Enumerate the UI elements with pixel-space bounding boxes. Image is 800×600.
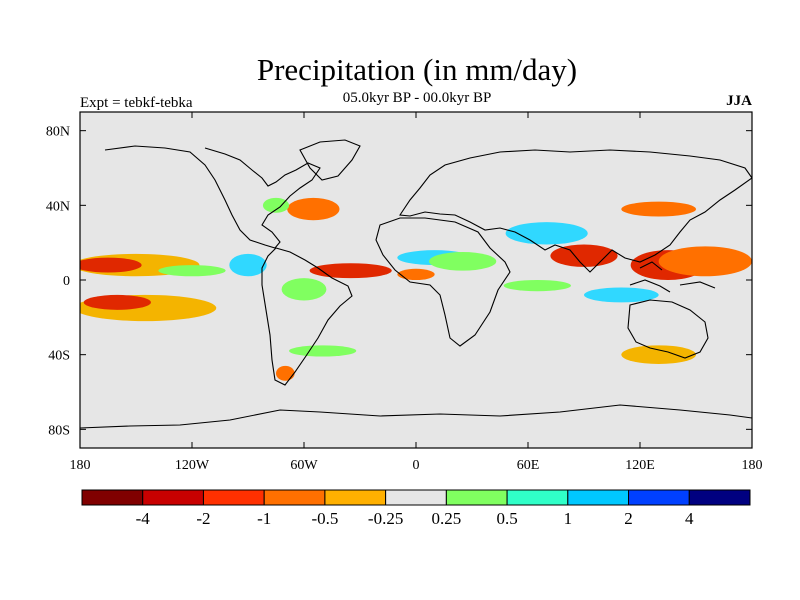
lat-tick-label: 40N — [46, 199, 70, 214]
coastline-layer — [80, 139, 752, 429]
colorbar-label: 0.5 — [496, 509, 517, 528]
maritime-islands-coast — [629, 261, 716, 293]
colorbar-label: -0.25 — [368, 509, 403, 528]
anomaly-region-patagonia-red — [276, 365, 295, 381]
colorbar-swatch — [445, 489, 508, 506]
lat-tick-label: 0 — [63, 274, 70, 289]
colorbar-swatch — [263, 489, 326, 506]
anomaly-region-west-africa-orange — [397, 268, 435, 280]
season-label: JJA — [726, 93, 752, 109]
australia-coast — [627, 299, 709, 359]
anomaly-layer — [80, 197, 752, 381]
lon-tick-label: 180 — [742, 458, 763, 473]
anomaly-region-south-indian-orange — [621, 345, 697, 364]
colorbar-label: -2 — [196, 509, 210, 528]
colorbar-swatch — [142, 489, 204, 506]
lon-tick-label: 120E — [625, 458, 655, 473]
colorbar-swatch — [567, 489, 630, 506]
plot-title: Precipitation (in mm/day) — [256, 52, 578, 87]
anomaly-region-indian-ocean-green — [503, 280, 571, 292]
lon-tick-label: 60W — [290, 458, 318, 473]
lon-tick-label: 60E — [517, 458, 540, 473]
lon-tick-label: 120W — [175, 458, 210, 473]
anomaly-region-west-pacific-orange — [658, 246, 752, 277]
anomaly-region-maritime-continent-blue — [584, 287, 659, 303]
lon-tick-label: 180 — [70, 458, 91, 473]
anomaly-region-bay-of-bengal-red — [550, 244, 618, 267]
africa-coast — [375, 217, 511, 347]
colorbar-swatch — [688, 489, 751, 506]
lat-tick-label: 80S — [48, 423, 70, 438]
map-background — [80, 112, 752, 448]
anomaly-region-east-asia-red — [621, 201, 697, 217]
axis-ticks: 180 120W 60W 0 60E 120E 180 80N 40N 0 40S 80S — [46, 112, 763, 473]
anomaly-region-southern-ocean-green — [289, 345, 357, 357]
colorbar-swatch — [202, 489, 265, 506]
colorbar-label: -0.5 — [311, 509, 338, 528]
colorbar-swatch — [506, 489, 569, 506]
anomaly-region-amazon-green — [281, 278, 327, 301]
lat-tick-label: 80N — [46, 125, 70, 140]
colorbar-swatch — [324, 489, 387, 506]
colorbar-swatch — [81, 489, 144, 506]
south-america-coast — [261, 247, 353, 386]
anomaly-region-south-pacific-core — [83, 294, 151, 310]
colorbar-label: 4 — [685, 509, 694, 528]
plot-subtitle: 05.0kyr BP - 00.0kyr BP — [342, 90, 492, 106]
anomaly-region-pacific-itcz-green — [158, 265, 226, 277]
colorbar-label: -4 — [136, 509, 151, 528]
antarctica-coast — [80, 404, 752, 429]
colorbar-label: 0.25 — [431, 509, 461, 528]
anomaly-region-sahel-green — [429, 252, 497, 271]
anomaly-region-north-atlantic-red — [287, 197, 340, 221]
experiment-label: Expt = tebkf-tebka — [80, 95, 193, 111]
colorbar-label: 1 — [564, 509, 573, 528]
colorbar-label: 2 — [624, 509, 633, 528]
anomaly-region-us-east-green — [262, 197, 290, 213]
colorbar: -4 -2 -1 -0.5 -0.25 0.25 0.5 1 2 4 — [81, 489, 751, 528]
colorbar-swatch — [628, 489, 690, 506]
anomaly-region-arabian-blue — [505, 222, 588, 245]
lat-tick-label: 40S — [48, 349, 70, 364]
anomaly-region-atlantic-itcz-red — [309, 263, 392, 279]
colorbar-swatch — [385, 489, 447, 506]
anomaly-region-central-america-blue — [229, 253, 267, 277]
eurasia-coast — [399, 149, 752, 273]
north-america-coast — [104, 145, 321, 249]
greenland-coast — [299, 139, 361, 181]
lon-tick-label: 0 — [413, 458, 420, 473]
colorbar-label: -1 — [257, 509, 271, 528]
anomaly-region-central-pacific-north-core — [80, 257, 142, 273]
